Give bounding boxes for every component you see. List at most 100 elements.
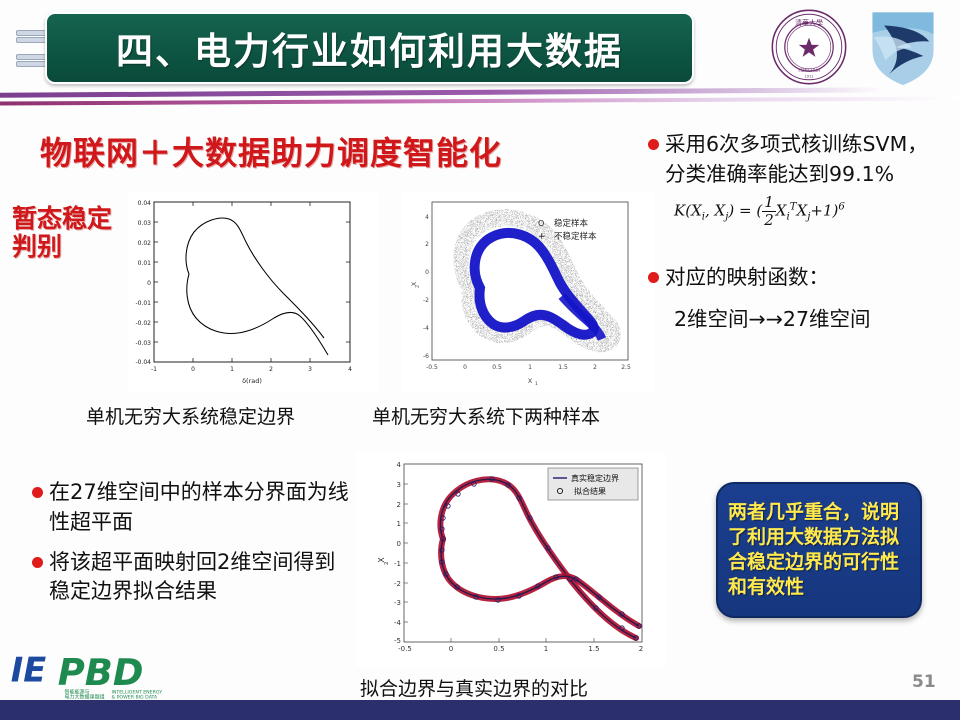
bullet-item-svm-accuracy: 采用6次多项式核训练SVM，分类准确率能达到99.1% [648,130,948,189]
svg-text:3: 3 [397,481,401,489]
bullet-text-mapping-function: 对应的映射函数： [665,264,829,289]
formula-i: i [701,212,706,224]
svg-text:真实稳定边界: 真实稳定边界 [571,473,619,483]
formula-xi: X [775,202,787,221]
page-number: 51 [912,672,936,692]
bullet-text-hyperplane: 在27维空间中的样本分界面为线性超平面 [49,480,349,534]
svg-text:X: X [377,557,386,563]
formula-j2: j [807,212,811,224]
bullet-item-hyperplane: 在27维空间中的样本分界面为线性超平面 [32,478,352,538]
svg-text:X: X [528,377,533,385]
svg-text:2: 2 [639,645,643,653]
svg-text:2: 2 [415,285,421,288]
formula-numerator: 1 [762,193,776,213]
svg-text:1.5: 1.5 [588,645,599,653]
svg-text:4: 4 [425,214,429,221]
svg-text:& POWER BIG DATA: & POWER BIG DATA [111,694,158,700]
svg-text:1911: 1911 [804,74,813,78]
svg-text:稳定样本: 稳定样本 [554,218,589,229]
svg-text:-2: -2 [423,297,429,304]
svg-text:-0.02: -0.02 [135,320,151,327]
formula-eq: ) = ( [728,202,763,221]
svg-text:2: 2 [593,364,597,371]
chart-2-caption: 单机无穷大系统下两种样本 [372,406,601,428]
svg-text:2: 2 [425,241,429,248]
kernel-formula: K(Xi, Xj) = (1 2 XiTXj+1)6 [674,193,948,230]
conclusion-callout-box: 两者几乎重合，说明了利用大数据方法拟合稳定边界的可行性和有效性 [716,482,922,618]
chart-1-caption: 单机无穷大系统稳定边界 [86,406,296,428]
svg-text:0: 0 [147,280,151,287]
chart-3-fit-vs-true-boundary: 4 3 2 1 0 -1 -2 -3 -4 -5 -0.5 0 0.5 1 1.5 2 X 2 [356,452,666,667]
svg-text:2.5: 2.5 [621,364,631,371]
chart-2-svg: 4 2 0 -2 -4 -6 -0.5 0 0.5 1 1.5 2 2.5 X 1 X 2 O … [402,192,654,392]
formula-xj: X [796,202,808,221]
side-label-transient-stability: 暂态稳定判别 [12,204,113,261]
svg-text:-0.03: -0.03 [135,340,151,347]
chart-2-legend: O 稳定样本 + 不稳定样本 [538,218,597,242]
formula-power: 6 [838,202,845,214]
svg-text:-3: -3 [394,599,401,607]
svg-text:1: 1 [397,520,401,528]
svg-text:4: 4 [397,461,402,469]
formula-args: (X [685,202,702,221]
svg-text:1: 1 [544,645,548,653]
formula-k: K [674,202,686,221]
formula-j: j [725,212,729,224]
page-title: 四、电力行业如何利用大数据 [116,30,623,73]
svg-text:1: 1 [528,364,532,371]
chart-2-two-sample-classes: 4 2 0 -2 -4 -6 -0.5 0 0.5 1 1.5 2 2.5 X 1 X 2 O … [402,192,654,392]
bullet-dot-icon [648,139,659,150]
right-bullet-column: 采用6次多项式核训练SVM，分类准确率能达到99.1% K(Xi, Xj) = … [648,130,948,332]
svg-text:-5: -5 [394,637,401,645]
svg-text:-1: -1 [151,366,157,373]
formula-transpose: T [789,202,797,214]
svg-text:拟合结果: 拟合结果 [574,486,606,496]
formula-denominator: 2 [764,211,774,230]
bullet-text-svm-accuracy: 采用6次多项式核训练SVM，分类准确率能达到99.1% [665,132,928,186]
bullet-text-map-back: 将该超平面映射回2维空间得到稳定边界拟合结果 [49,549,336,604]
svg-text:电力大数据课题组: 电力大数据课题组 [64,693,104,700]
bullet-item-mapping-function: 对应的映射函数： [648,263,948,293]
svg-text:0.5: 0.5 [492,364,502,371]
svg-text:-4: -4 [394,619,402,627]
svg-text:1: 1 [230,366,234,373]
chart-1-stability-boundary: 0.04 0.03 0.02 0.01 0 -0.01 -0.02 -0.03 … [128,192,378,392]
footer-band [0,700,960,720]
svg-text:-4: -4 [423,325,429,332]
svg-text:智能能源与: 智能能源与 [64,688,89,695]
svg-text:0.01: 0.01 [138,260,152,267]
svg-text:2: 2 [269,366,273,373]
svg-text:-0.5: -0.5 [398,645,412,653]
svg-text:O: O [538,219,544,228]
chart-3-legend: 真实稳定边界 拟合结果 [547,467,639,501]
slide-header: 四、电力行业如何利用大数据 清華大學 TSINGHUA 1911 [0,0,960,106]
svg-text:X: X [410,281,418,286]
header-divider-line-2 [0,96,960,106]
tsinghua-university-seal-icon: 清華大學 TSINGHUA 1911 [771,9,847,85]
svg-text:不稳定样本: 不稳定样本 [554,231,597,242]
formula-plus: +1) [810,202,839,221]
svg-text:2: 2 [384,562,390,566]
svg-text:4: 4 [348,366,352,373]
svg-text:-2: -2 [394,580,401,588]
svg-text:-6: -6 [423,353,429,360]
svg-text:0.5: 0.5 [493,645,504,653]
svg-text:0.02: 0.02 [138,240,152,247]
svg-text:δ(rad): δ(rad) [242,377,262,385]
bullet-dot-icon [32,556,43,568]
svg-text:-1: -1 [394,560,401,568]
iepbd-group-logo-icon: IE PBD 智能能源与 电力大数据课题组 INTELLIGENT ENERGY… [11,651,163,700]
bullet-dot-icon [32,487,43,498]
svg-text:3: 3 [308,366,312,373]
formula-comma: , X [705,202,726,221]
svg-text:PBD: PBD [58,651,144,694]
svg-text:1.5: 1.5 [558,364,568,371]
bullet-item-map-back: 将该超平面映射回2维空间得到稳定边界拟合结果 [32,548,352,608]
svg-text:0: 0 [397,540,401,548]
conclusion-callout-text: 两者几乎重合，说明了利用大数据方法拟合稳定边界的可行性和有效性 [728,500,900,599]
chart-1-svg: 0.04 0.03 0.02 0.01 0 -0.01 -0.02 -0.03 … [128,192,378,392]
chart-3-caption: 拟合边界与真实边界的对比 [360,678,589,700]
bottom-bullet-column: 在27维空间中的样本分界面为线性超平面 将该超平面映射回2维空间得到稳定边界拟合… [32,478,352,607]
svg-text:INTELLIGENT ENERGY: INTELLIGENT ENERGY [111,689,162,695]
